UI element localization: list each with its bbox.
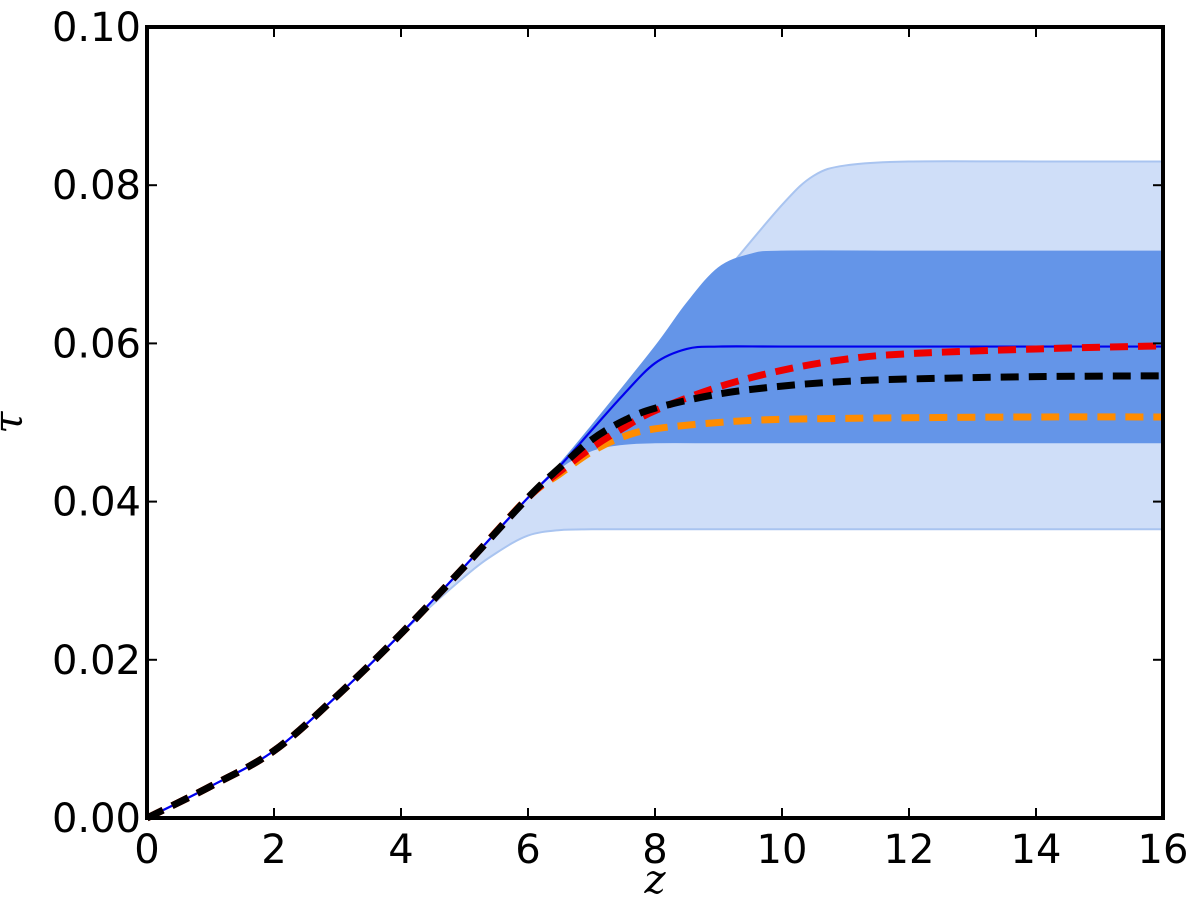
y-axis-label: τ [0,411,32,434]
series-line-4 [145,372,1164,822]
y-tick-label: 0.08 [52,163,141,209]
x-tick-label: 8 [642,827,667,873]
y-tick-label: 0.00 [52,796,141,842]
y-tick-label: 0.02 [52,638,141,684]
series-lines [145,342,1164,822]
x-tick-label: 10 [757,827,808,873]
tick-labels: 0 2 4 6 8 10 12 14 16 0.00 0.02 0.04 0.06 0.08 0.10 [52,5,1189,873]
x-tick-label: 0 [134,827,159,873]
x-tick-label: 16 [1138,827,1189,873]
y-tick-label: 0.06 [52,321,141,367]
x-tick-label: 4 [388,827,413,873]
x-tick-label: 6 [515,827,540,873]
x-tick-label: 14 [1011,827,1062,873]
plot-frame [145,25,1165,820]
x-tick-label: 12 [884,827,935,873]
x-axis-label: z [643,857,666,900]
y-tick-label: 0.10 [52,5,141,51]
confidence-bands [146,160,1164,819]
x-tick-label: 2 [261,827,286,873]
y-tick-label: 0.04 [52,480,141,526]
